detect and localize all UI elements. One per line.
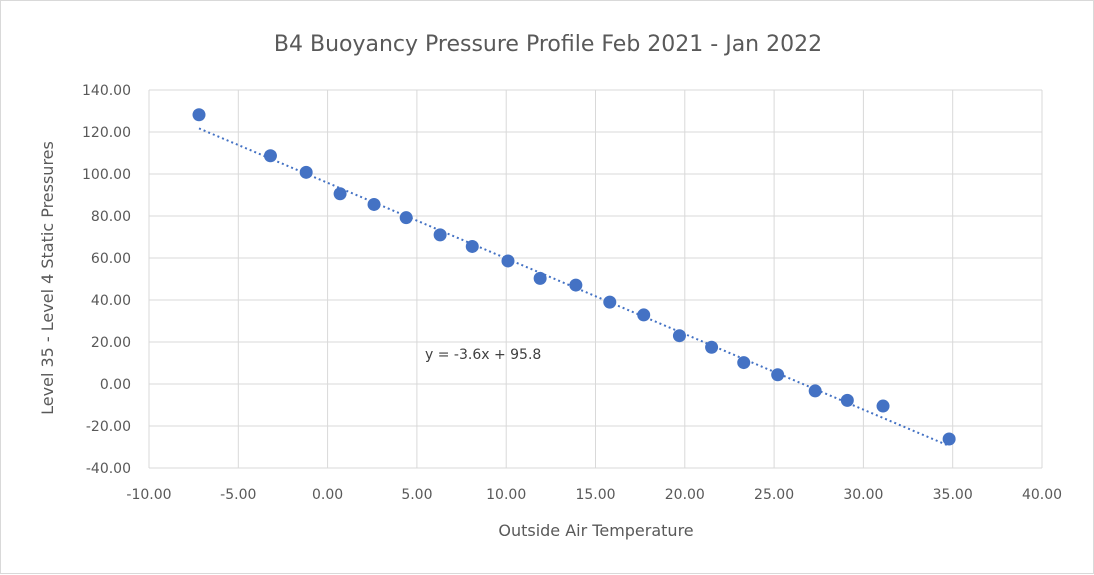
x-tick-label: 30.00 <box>843 487 883 503</box>
y-tick-label: 60.00 <box>91 251 131 267</box>
data-point <box>808 384 822 398</box>
y-tick-label: 80.00 <box>91 209 131 225</box>
data-point <box>433 228 447 242</box>
data-points <box>192 108 956 446</box>
data-point <box>771 368 785 382</box>
data-point <box>705 340 719 354</box>
data-point <box>603 295 617 309</box>
y-tick-label: 40.00 <box>91 293 131 309</box>
y-tick-label: 120.00 <box>82 125 131 141</box>
trendline-layer <box>198 127 950 447</box>
y-tick-label: -20.00 <box>86 419 131 435</box>
y-tick-label: -40.00 <box>86 461 131 477</box>
chart-title: B4 Buoyancy Pressure Profile Feb 2021 - … <box>274 32 822 57</box>
y-axis-title: Level 35 - Level 4 Static Pressures <box>38 141 57 415</box>
y-tick-label: 100.00 <box>82 167 131 183</box>
tick-labels: -10.00 -5.00 0.00 5.00 10.00 15.00 20.00 25.00 3… <box>82 83 1062 503</box>
data-point <box>399 211 413 225</box>
data-point <box>942 432 956 446</box>
data-point <box>840 393 854 407</box>
y-tick-label: 20.00 <box>91 335 131 351</box>
data-point <box>569 278 583 292</box>
x-tick-label: 15.00 <box>575 487 615 503</box>
data-point <box>637 308 651 322</box>
x-tick-label: 40.00 <box>1022 487 1062 503</box>
x-tick-label: 25.00 <box>754 487 794 503</box>
trendline-equation: y = -3.6x + 95.8 <box>425 347 541 363</box>
data-point <box>465 239 479 253</box>
y-tick-label: 140.00 <box>82 83 131 99</box>
data-point <box>367 197 381 211</box>
x-tick-label: 35.00 <box>933 487 973 503</box>
x-tick-label: 0.00 <box>312 487 343 503</box>
y-tick-label: 0.00 <box>100 377 131 393</box>
x-tick-label: 20.00 <box>665 487 705 503</box>
data-point <box>876 399 890 413</box>
x-tick-label: 10.00 <box>486 487 526 503</box>
x-tick-label: -5.00 <box>220 487 256 503</box>
data-point <box>737 356 751 370</box>
x-tick-label: 5.00 <box>401 487 432 503</box>
data-point <box>533 271 547 285</box>
data-point <box>501 254 515 268</box>
data-point <box>299 165 313 179</box>
trendline <box>198 127 950 447</box>
x-tick-label: -10.00 <box>126 487 171 503</box>
x-axis-title: Outside Air Temperature <box>498 521 693 540</box>
grid-lines <box>148 89 1043 469</box>
data-point <box>192 108 206 122</box>
data-point <box>672 329 686 343</box>
data-point <box>333 187 347 201</box>
data-point <box>263 149 277 163</box>
